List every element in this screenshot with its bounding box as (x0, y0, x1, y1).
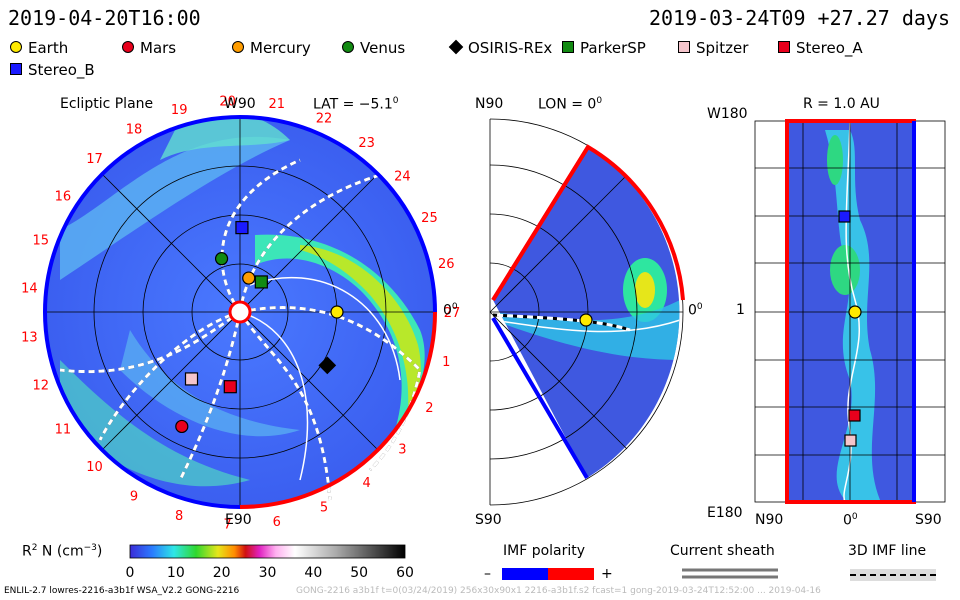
colorbar-tick-label: 20 (213, 565, 231, 581)
current-sheath-sample (682, 568, 778, 579)
earth-marker-radial (848, 305, 862, 319)
carrington-day-label: 17 (86, 152, 103, 167)
meridional-panel (489, 118, 685, 506)
circle-icon (10, 41, 22, 53)
radial-bottom-left: E180 (707, 505, 743, 521)
date-left: 2019-04-20T16:00 (8, 6, 201, 30)
imf-line-title: 3D IMF line (848, 543, 927, 559)
mars-marker (175, 419, 189, 434)
carrington-day-label: 13 (21, 331, 38, 346)
carrington-day-label: 21 (269, 97, 286, 112)
venus-marker (214, 252, 229, 266)
radial-mid-left: 1 (736, 302, 745, 318)
carrington-day-label: 15 (33, 233, 50, 248)
circle-icon (342, 41, 354, 53)
carrington-day-label: 12 (33, 379, 50, 394)
carrington-day-label: 20 (219, 94, 236, 109)
square-icon (10, 63, 22, 75)
footer-right: GONG-2216 a3b1f t=0(03/24/2019) 256x30x9… (296, 586, 821, 596)
colorbar-tick-label: 10 (167, 565, 185, 581)
carrington-day-label: 3 (398, 442, 406, 457)
parkersp-marker (254, 275, 268, 289)
carrington-day-label: 14 (21, 281, 38, 296)
circle-icon (232, 41, 244, 53)
density-front (255, 234, 425, 430)
meridional-top-label: N90 (475, 96, 504, 112)
colorbar-tick-label: 0 (126, 565, 135, 581)
carrington-day-label: 9 (130, 490, 138, 505)
square-icon (678, 41, 690, 53)
radial-top-left: W180 (707, 106, 748, 122)
radial-r-label: R = 1.0 AU (803, 96, 880, 112)
radial-x-mid: 00 (843, 512, 858, 529)
carrington-day-label: 7 (224, 518, 232, 533)
ecliptic-top-label: W90 (224, 96, 256, 112)
carrington-day-label: 25 (421, 211, 438, 226)
colorbar-tick-label: 30 (259, 565, 277, 581)
colorbar-label: R2 N (cm−3) (22, 543, 103, 560)
carrington-day-label: 6 (273, 515, 281, 530)
mercury-marker (242, 271, 256, 285)
square-icon (562, 41, 574, 53)
sun-marker (228, 300, 252, 324)
radial-panel (754, 119, 946, 504)
stereo-a-marker-radial (848, 409, 861, 422)
carrington-day-label: 10 (86, 460, 103, 475)
carrington-day-label: 4 (362, 476, 370, 491)
colorbar (129, 544, 406, 559)
spitzer-marker-radial (844, 434, 857, 447)
meridional-bottom-label: S90 (475, 512, 502, 528)
square-icon (778, 41, 790, 53)
imf-negative (502, 568, 548, 580)
current-sheath-line (249, 276, 401, 381)
radial-x-left: N90 (755, 512, 784, 528)
imf-positive (548, 568, 594, 580)
carrington-day-label: 22 (316, 111, 333, 126)
carrington-day-label: 8 (175, 509, 183, 524)
body-legend: Earth Mars Mercury Venus OSIRIS-REx ParkerSP S… (10, 38, 950, 79)
meridional-right-label: 00 (688, 302, 703, 319)
carrington-day-label: 16 (55, 190, 72, 205)
meridional-lon-label: LON = 00 (538, 96, 603, 113)
carrington-day-label: 24 (394, 170, 411, 185)
footer-left: ENLIL-2.7 lowres-2216-a3b1f WSA_V2.2 GON… (4, 586, 240, 596)
stereo-b-marker-radial (838, 210, 851, 223)
imf-minus: – (484, 566, 491, 582)
current-sheath-line (239, 311, 309, 481)
earth-marker (330, 305, 344, 319)
date-right: 2019-03-24T09 +27.27 days (648, 6, 950, 30)
circle-icon (122, 41, 134, 53)
stereo-a-marker (223, 380, 237, 394)
imf-line-sample (850, 569, 936, 581)
carrington-day-label: 23 (358, 136, 375, 151)
carrington-day-label: 5 (320, 501, 328, 516)
earth-marker-meridional (579, 313, 593, 327)
ecliptic-bottom-label: E90 (225, 512, 252, 528)
osiris-rex-marker (318, 356, 337, 375)
ecliptic-title: Ecliptic Plane (60, 96, 154, 112)
carrington-day-label: 19 (171, 103, 188, 118)
carrington-day-label: 27 (444, 306, 461, 321)
imf-plus: + (601, 566, 613, 582)
radial-x-right: S90 (915, 512, 942, 528)
imf-polarity-title: IMF polarity (503, 543, 586, 559)
spitzer-marker (184, 372, 199, 386)
carrington-day-label: 11 (55, 422, 72, 437)
density-front-core (300, 245, 421, 410)
colorbar-tick-label: 60 (396, 565, 414, 581)
carrington-day-label: 18 (126, 122, 143, 137)
ecliptic-lat-label: LAT = −5.10 (313, 96, 399, 113)
ecliptic-right-label: 00 (443, 302, 458, 319)
density-arm (60, 136, 290, 280)
carrington-day-label: 2 (425, 401, 433, 416)
colorbar-tick-label: 40 (304, 565, 322, 581)
stereo-b-marker (235, 221, 249, 235)
carrington-day-label: 26 (438, 257, 455, 272)
colorbar-tick-label: 50 (350, 565, 368, 581)
current-sheath-title: Current sheath (670, 543, 775, 559)
carrington-day-label: 1 (442, 355, 450, 370)
density-arm (120, 330, 300, 437)
